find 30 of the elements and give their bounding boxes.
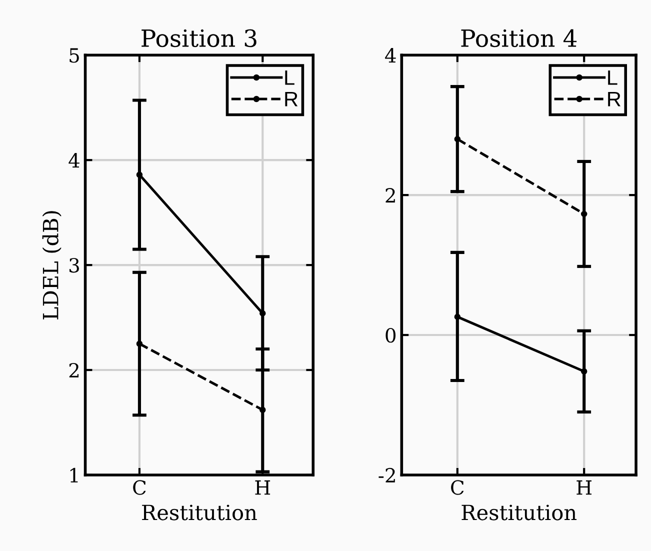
- point: [136, 340, 143, 347]
- y-tick-label: 3: [70, 258, 79, 273]
- x-tick-label: C: [451, 480, 464, 495]
- y-axis-title: LDEL (dB): [42, 211, 62, 320]
- y-tick-label: 4: [385, 48, 396, 62]
- chart-title: Position 4: [461, 29, 577, 48]
- y-tick-label: -2: [378, 468, 395, 482]
- point: [260, 310, 266, 316]
- point: [580, 368, 588, 375]
- y-tick-label: 5: [70, 48, 79, 63]
- y-tick-label: 4: [68, 153, 80, 168]
- y-tick-label: 0: [386, 328, 396, 343]
- legend-label: L: [285, 70, 294, 85]
- point: [580, 210, 588, 218]
- point: [260, 406, 266, 414]
- x-axis-title: Restitution: [462, 504, 577, 520]
- legend-label: R: [285, 92, 298, 106]
- legend-label: L: [608, 70, 618, 85]
- y-tick-label: 1: [70, 468, 78, 482]
- x-tick-label: H: [576, 480, 592, 495]
- point: [454, 136, 461, 142]
- x-axis-title: Restitution: [142, 504, 257, 520]
- x-tick-label: H: [255, 480, 270, 495]
- point: [454, 314, 461, 320]
- legend-label: R: [608, 92, 620, 106]
- y-tick-label: 2: [69, 362, 79, 378]
- point: [136, 172, 143, 178]
- y-tick-label: 2: [386, 188, 395, 202]
- x-tick-label: C: [133, 480, 146, 495]
- chart-title: Position 3: [142, 29, 256, 48]
